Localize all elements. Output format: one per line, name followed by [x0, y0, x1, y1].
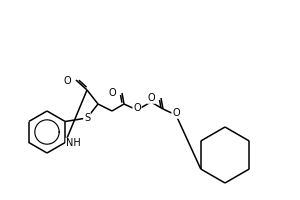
Text: O: O	[147, 93, 155, 103]
Text: O: O	[172, 108, 180, 118]
Text: S: S	[84, 113, 90, 123]
Text: O: O	[133, 103, 141, 113]
Text: O: O	[63, 76, 71, 86]
Text: NH: NH	[66, 138, 81, 148]
Text: O: O	[108, 88, 116, 98]
